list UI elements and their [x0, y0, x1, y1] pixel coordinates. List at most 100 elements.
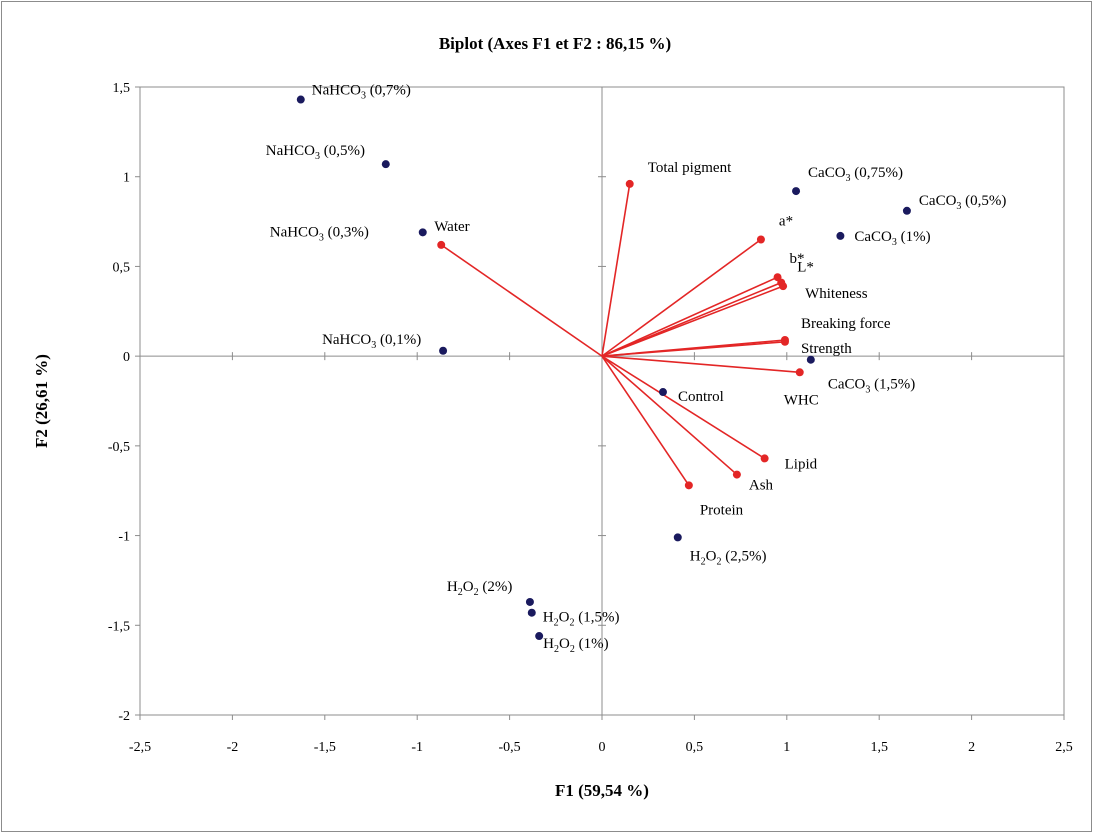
variable-point-whiteness: [779, 282, 788, 291]
y-ticks: -2 -1,5 -1 -0,5 0 0,5 1 1,5: [108, 81, 606, 724]
variable-label-whiteness: Whiteness: [805, 286, 868, 302]
x-tick-label: -2,5: [129, 740, 151, 755]
label-part-label: H: [543, 636, 554, 652]
observation-label-h2o2-1: H2O2 (1%): [543, 636, 608, 655]
chart-title: Biplot (Axes F1 et F2 : 86,15 %): [439, 34, 671, 53]
x-tick-label: 1: [783, 740, 790, 755]
label-part-suffix: (0,5%): [961, 193, 1006, 209]
y-tick-label: -1: [118, 530, 130, 545]
label-part-sub2: 2: [474, 587, 479, 598]
vector-water: [440, 244, 603, 357]
label-part-sub: 3: [371, 340, 376, 351]
label-part-label: NaHCO: [266, 143, 315, 159]
observation-points: NaHCO3 (0,7%)NaHCO3 (0,5%)NaHCO3 (0,3%)N…: [266, 83, 1007, 655]
label-part-suffix: (1,5%): [870, 377, 915, 393]
variable-point-total-pigment: [625, 179, 634, 188]
variable-label-a-star: a*: [779, 214, 793, 230]
observation-label-h2o2-15: H2O2 (1,5%): [543, 610, 620, 629]
label-part-label: H: [690, 548, 701, 564]
label-part-suffix: (0,1%): [376, 332, 421, 348]
label-part-sub: 3: [315, 151, 320, 162]
vector-strength: [601, 340, 786, 357]
label-part-sub: 3: [319, 232, 324, 243]
observation-label-caco3-075: CaCO3 (0,75%): [808, 165, 903, 184]
label-part-label: NaHCO: [322, 332, 371, 348]
label-part-label: CaCO: [854, 229, 892, 245]
vector-ash: [601, 355, 738, 476]
variable-point-lipid: [760, 454, 769, 463]
label-part-sub2: 2: [716, 556, 721, 567]
label-part-mid: O: [706, 548, 717, 564]
vector-b-star: [601, 276, 778, 357]
label-part-label: H: [447, 579, 458, 595]
observation-label-caco3-05: CaCO3 (0,5%): [919, 193, 1007, 212]
observation-point-h2o2-1: [535, 632, 544, 641]
observation-label-nahco3-03: NaHCO3 (0,3%): [270, 224, 369, 243]
label-part-suffix: (1,5%): [574, 610, 619, 626]
y-tick-label: -0,5: [108, 440, 130, 455]
x-tick-label: 0: [599, 740, 606, 755]
label-part-label: Control: [678, 389, 724, 405]
x-tick-label: -1: [411, 740, 423, 755]
observation-point-nahco3-07: [296, 95, 305, 104]
x-tick-label: -0,5: [499, 740, 521, 755]
vector-whc: [601, 355, 800, 374]
observation-point-nahco3-05: [381, 160, 390, 169]
label-part-label: CaCO: [828, 377, 866, 393]
x-tick-label: -2: [227, 740, 239, 755]
observation-label-nahco3-05: NaHCO3 (0,5%): [266, 143, 365, 162]
x-ticks: -2,5 -2 -1,5 -1 -0,5 0 0,5 1 1,5 2 2,5: [129, 352, 1073, 755]
label-part-suffix: (1%): [575, 636, 609, 652]
y-tick-label: -2: [118, 709, 130, 724]
observation-label-h2o2-2: H2O2 (2%): [447, 579, 512, 598]
label-part-sub2: 2: [569, 618, 574, 629]
vector-total-pigment: [601, 183, 631, 357]
x-tick-label: 0,5: [686, 740, 704, 755]
label-part-mid: O: [559, 610, 570, 626]
label-part-suffix: (2,5%): [721, 548, 766, 564]
y-tick-label: 0,5: [113, 260, 131, 275]
variable-label-lipid: Lipid: [785, 456, 818, 472]
observation-point-caco3-15: [806, 355, 815, 364]
observation-label-control: Control: [678, 389, 724, 405]
observation-point-h2o2-2: [525, 597, 534, 606]
variable-point-protein: [684, 481, 693, 490]
label-part-sub: 2: [554, 618, 559, 629]
variable-label-total-pigment: Total pigment: [648, 160, 732, 176]
label-part-suffix: (0,75%): [851, 165, 904, 181]
variable-label-protein: Protein: [700, 502, 744, 518]
variable-label-whc: WHC: [784, 392, 819, 408]
label-part-sub: 2: [458, 587, 463, 598]
variable-label-breaking-force: Breaking force: [801, 316, 891, 332]
label-part-suffix: (2%): [479, 579, 513, 595]
variable-point-a-star: [756, 235, 765, 244]
y-axis-label: F2 (26,61 %): [32, 354, 51, 448]
observation-point-caco3-075: [792, 187, 801, 196]
variable-point-water: [437, 240, 446, 249]
label-part-sub: 3: [361, 91, 366, 102]
label-part-sub: 2: [554, 644, 559, 655]
label-part-suffix: (0,7%): [366, 83, 411, 99]
label-part-label: H: [543, 610, 554, 626]
observation-point-control: [658, 388, 667, 397]
vector-a-star: [601, 238, 762, 357]
x-tick-label: 2,5: [1055, 740, 1073, 755]
y-tick-label: 0: [123, 350, 130, 365]
observation-label-caco3-1: CaCO3 (1%): [854, 229, 930, 248]
observation-label-nahco3-07: NaHCO3 (0,7%): [312, 83, 411, 102]
observation-label-h2o2-25: H2O2 (2,5%): [690, 548, 767, 567]
label-part-suffix: (0,3%): [324, 224, 369, 240]
variable-label-l-star: L*: [797, 260, 814, 276]
variable-point-strength: [780, 337, 789, 346]
label-part-label: NaHCO: [312, 83, 361, 99]
x-axis-label: F1 (59,54 %): [555, 781, 649, 800]
label-part-mid: O: [463, 579, 474, 595]
variable-point-ash: [732, 470, 741, 479]
label-part-sub: 3: [865, 385, 870, 396]
observation-point-nahco3-01: [439, 346, 448, 355]
label-part-sub: 2: [701, 556, 706, 567]
observation-point-caco3-1: [836, 231, 845, 240]
label-part-mid: O: [559, 636, 570, 652]
label-part-suffix: (1%): [897, 229, 931, 245]
